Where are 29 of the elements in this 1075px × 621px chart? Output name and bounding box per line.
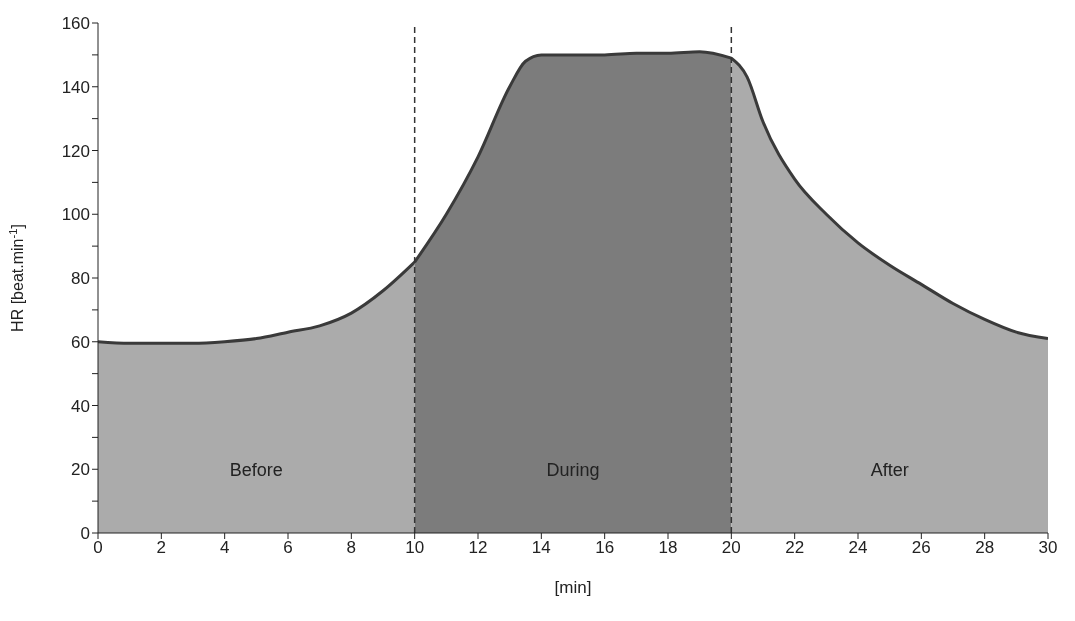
y-tick-label: 0	[80, 524, 90, 544]
x-tick-label: 0	[93, 538, 103, 558]
x-tick-label: 14	[531, 538, 551, 558]
x-tick-label: 28	[975, 538, 995, 558]
y-tick-label: 160	[61, 14, 90, 34]
x-tick-label: 2	[156, 538, 167, 558]
y-tick-label: 40	[71, 396, 90, 416]
y-tick-label: 20	[71, 460, 90, 480]
x-tick-label: 16	[595, 538, 615, 558]
series-label: During	[546, 459, 600, 480]
x-tick-label: 10	[405, 538, 425, 558]
series-label: After	[870, 459, 909, 480]
x-tick-label: 18	[658, 538, 678, 558]
y-tick-label: 140	[61, 77, 90, 97]
x-tick-label: 24	[848, 538, 868, 558]
x-tick-label: 22	[785, 538, 805, 558]
x-tick-label: 30	[1038, 538, 1058, 558]
x-tick-label: 20	[721, 538, 741, 558]
x-tick-label: 6	[283, 538, 293, 558]
y-tick-label: 60	[71, 332, 90, 352]
x-axis-title: [min]	[554, 578, 592, 597]
series-label: Before	[229, 459, 283, 480]
x-tick-label: 12	[468, 538, 488, 558]
x-tick-label: 8	[346, 538, 357, 558]
y-tick-label: 100	[61, 205, 90, 225]
x-tick-label: 26	[911, 538, 931, 558]
y-tick-label: 120	[61, 141, 90, 161]
y-tick-label: 80	[71, 269, 90, 289]
x-tick-label: 4	[219, 538, 230, 558]
